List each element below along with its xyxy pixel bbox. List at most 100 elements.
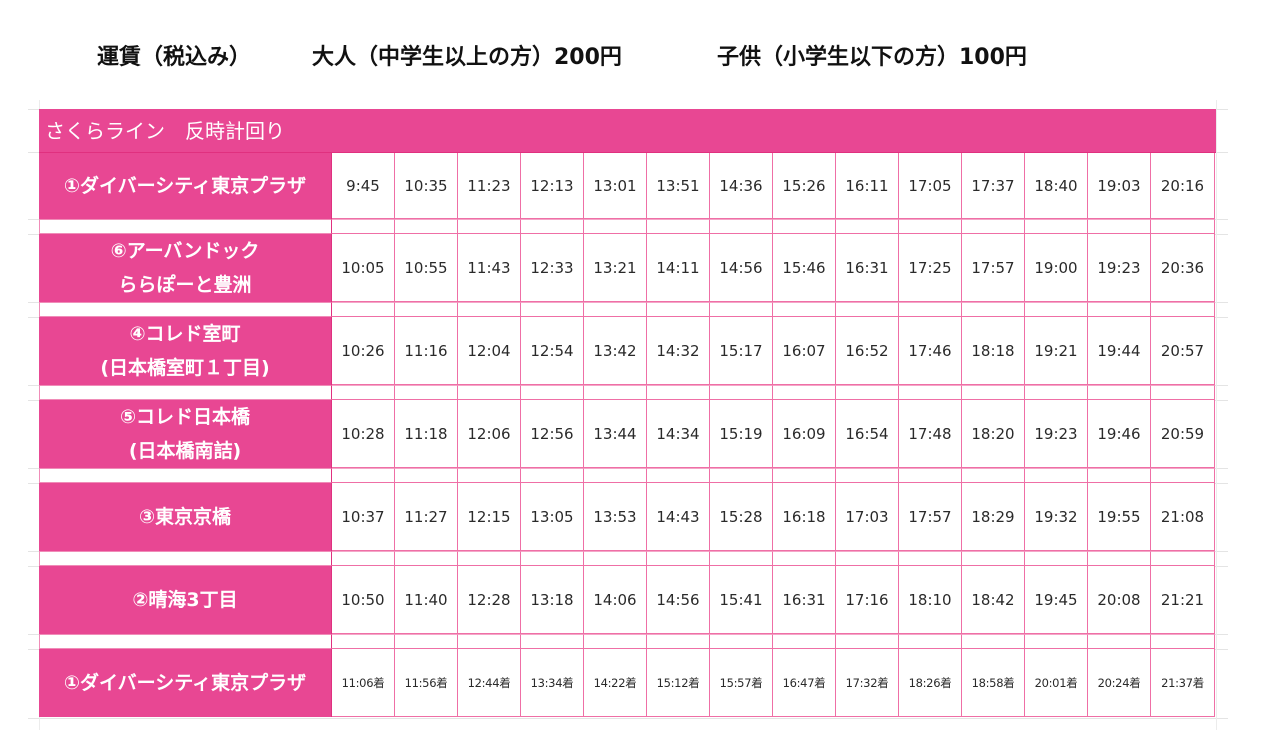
fare-child: 子供（小学生以下の方）100円 — [717, 45, 1027, 70]
station-name-line1: ①ダイバーシティ東京プラザ — [63, 175, 307, 197]
time-cell: 14:56 — [647, 566, 710, 634]
time-cell: 18:42 — [962, 566, 1025, 634]
spacer-cell — [332, 468, 395, 483]
station-name-line2: ららぽーと豊洲 — [118, 274, 252, 296]
arrival-time-cell: 11:56着 — [395, 649, 458, 717]
spacer-cell — [962, 302, 1025, 317]
spacer-cell — [1025, 385, 1088, 400]
spacer-cell — [458, 551, 521, 566]
time-cell: 16:09 — [773, 400, 836, 468]
time-cell: 12:54 — [521, 317, 584, 385]
spacer-row — [39, 634, 1216, 649]
spacer-cell — [710, 634, 773, 649]
time-cell: 13:42 — [584, 317, 647, 385]
fare-adult: 大人（中学生以上の方）200円 — [312, 45, 622, 70]
spacer-cell — [962, 634, 1025, 649]
time-cell: 18:40 — [1025, 153, 1088, 219]
spacer-cell — [458, 634, 521, 649]
time-cell: 17:03 — [836, 483, 899, 551]
spacer-cell — [1025, 302, 1088, 317]
spacer-cell — [1151, 634, 1215, 649]
time-cell: 10:35 — [395, 153, 458, 219]
arrival-time-cell: 13:34着 — [521, 649, 584, 717]
time-cell: 15:26 — [773, 153, 836, 219]
spacer-cell — [1151, 551, 1215, 566]
time-cell: 12:33 — [521, 234, 584, 302]
time-cell: 12:28 — [458, 566, 521, 634]
time-cell: 17:25 — [899, 234, 962, 302]
time-cell: 17:37 — [962, 153, 1025, 219]
spacer-cell — [836, 385, 899, 400]
time-cell: 13:53 — [584, 483, 647, 551]
spacer-cell — [899, 634, 962, 649]
spacer-cell — [773, 385, 836, 400]
spacer-row — [39, 219, 1216, 234]
station-name: ⑤コレド日本橋 (日本橋南詰) — [39, 400, 332, 468]
spacer-cell — [773, 551, 836, 566]
spacer-cell — [1151, 385, 1215, 400]
spacer-cell — [395, 634, 458, 649]
spacer-cell — [1088, 551, 1151, 566]
spacer-cell — [395, 468, 458, 483]
time-cell: 19:23 — [1088, 234, 1151, 302]
arrival-time-cell: 18:58着 — [962, 649, 1025, 717]
spacer-cell — [332, 634, 395, 649]
spacer-row — [39, 302, 1216, 317]
spacer-cell — [836, 551, 899, 566]
spacer-cell — [521, 468, 584, 483]
time-cell: 20:08 — [1088, 566, 1151, 634]
arrival-time-cell: 21:37着 — [1151, 649, 1215, 717]
time-cell: 19:23 — [1025, 400, 1088, 468]
spacer-cell — [458, 468, 521, 483]
time-cell: 19:44 — [1088, 317, 1151, 385]
time-cell: 19:00 — [1025, 234, 1088, 302]
station-name: ④コレド室町 (日本橋室町１丁目) — [39, 317, 332, 385]
spacer-row — [39, 551, 1216, 566]
spacer-cell — [39, 385, 332, 400]
time-cell: 16:11 — [836, 153, 899, 219]
time-cell: 11:16 — [395, 317, 458, 385]
spacer-cell — [39, 219, 332, 234]
arrival-time-cell: 17:32着 — [836, 649, 899, 717]
spacer-cell — [773, 302, 836, 317]
spacer-cell — [332, 551, 395, 566]
spacer-row — [39, 385, 1216, 400]
spacer-cell — [458, 385, 521, 400]
spacer-cell — [962, 385, 1025, 400]
spacer-cell — [39, 551, 332, 566]
spacer-cell — [899, 551, 962, 566]
station-name-line1: ④コレド室町 — [129, 323, 241, 345]
spacer-cell — [899, 468, 962, 483]
time-cell: 12:56 — [521, 400, 584, 468]
time-cell: 21:08 — [1151, 483, 1215, 551]
time-cell: 18:29 — [962, 483, 1025, 551]
spacer-cell — [395, 385, 458, 400]
spacer-cell — [710, 551, 773, 566]
spacer-cell — [1088, 302, 1151, 317]
station-name-line1: ③東京京橋 — [138, 506, 232, 528]
time-cell: 18:18 — [962, 317, 1025, 385]
time-cell: 13:01 — [584, 153, 647, 219]
time-cell: 19:55 — [1088, 483, 1151, 551]
station-name: ①ダイバーシティ東京プラザ — [39, 649, 332, 717]
spacer-cell — [962, 219, 1025, 234]
spacer-cell — [962, 551, 1025, 566]
spacer-cell — [710, 468, 773, 483]
spacer-cell — [899, 302, 962, 317]
time-cell: 15:28 — [710, 483, 773, 551]
spacer-cell — [39, 468, 332, 483]
station-name: ①ダイバーシティ東京プラザ — [39, 153, 332, 219]
spacer-cell — [521, 634, 584, 649]
time-cell: 14:56 — [710, 234, 773, 302]
time-cell: 16:54 — [836, 400, 899, 468]
time-cell: 17:57 — [899, 483, 962, 551]
spacer-cell — [899, 219, 962, 234]
station-name: ⑥アーバンドック ららぽーと豊洲 — [39, 234, 332, 302]
spacer-cell — [1151, 219, 1215, 234]
arrival-time-cell: 11:06着 — [332, 649, 395, 717]
spacer-cell — [1088, 468, 1151, 483]
spacer-cell — [836, 302, 899, 317]
time-cell: 20:36 — [1151, 234, 1215, 302]
spacer-cell — [521, 551, 584, 566]
spacer-cell — [836, 219, 899, 234]
